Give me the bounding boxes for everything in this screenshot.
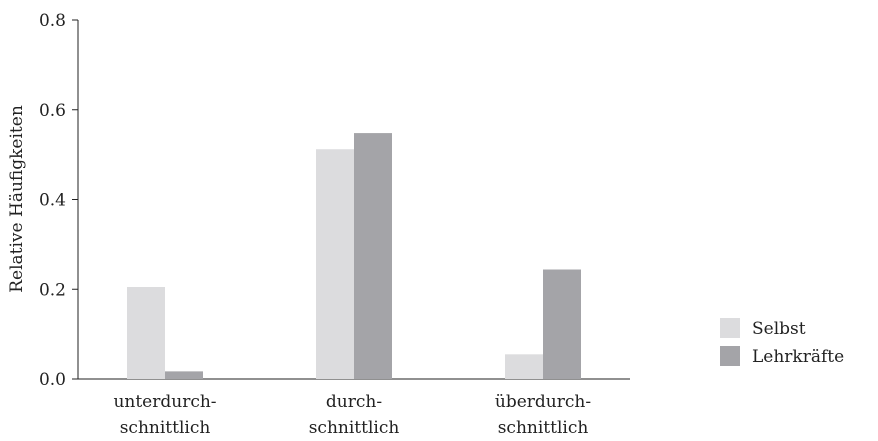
category-label: schnittlich — [120, 418, 211, 438]
legend-swatch — [720, 346, 740, 366]
bar-selbst-1 — [316, 149, 354, 379]
y-axis-title: Relative Häufigkeiten — [7, 105, 27, 293]
y-tick-label: 0.4 — [39, 191, 66, 211]
bar-selbst-0 — [127, 287, 165, 379]
legend-label: Selbst — [752, 319, 806, 339]
category-label: schnittlich — [309, 418, 400, 438]
y-ticks: 0.0 0.2 0.4 0.6 0.8 — [39, 11, 78, 390]
legend-swatch — [720, 318, 740, 338]
category-label: schnittlich — [498, 418, 589, 438]
y-tick-label: 0.8 — [39, 11, 66, 31]
bars — [127, 133, 581, 379]
category-labels: unterdurch-schnittlich durch-schnittlich ü… — [113, 392, 591, 438]
bar-lehrkräfte-1 — [354, 133, 392, 379]
bar-selbst-2 — [505, 354, 543, 379]
y-tick-label: 0.2 — [39, 280, 66, 300]
y-tick-label: 0.0 — [39, 370, 66, 390]
legend: Selbst Lehrkräfte — [720, 318, 844, 367]
category-label: durch- — [326, 392, 382, 412]
category-label: überdurch- — [495, 392, 591, 412]
bar-lehrkräfte-0 — [165, 371, 203, 379]
bar-lehrkräfte-2 — [543, 269, 581, 379]
y-tick-label: 0.6 — [39, 101, 66, 121]
category-label: unterdurch- — [113, 392, 216, 412]
legend-label: Lehrkräfte — [752, 347, 844, 367]
